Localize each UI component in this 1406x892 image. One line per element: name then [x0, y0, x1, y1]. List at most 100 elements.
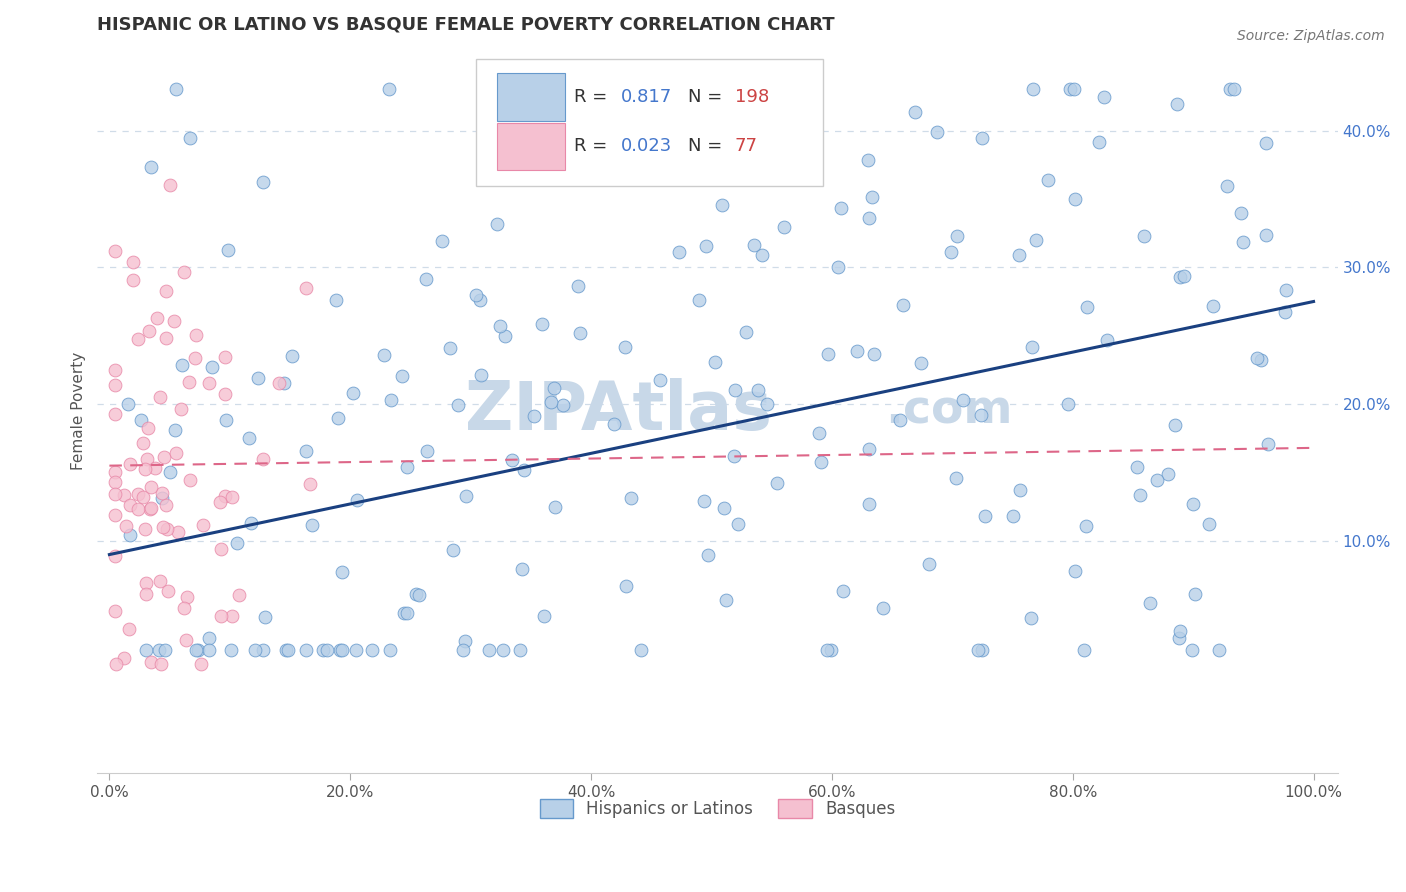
Point	[1021, 340, 1043, 354]
Point	[465, 288, 488, 302]
Point	[862, 347, 884, 361]
Point	[294, 443, 316, 458]
Text: ZIPAtlas: ZIPAtlas	[465, 378, 772, 444]
Point	[245, 643, 267, 657]
Point	[939, 244, 962, 259]
Point	[141, 161, 163, 175]
Point	[695, 238, 717, 252]
Point	[1166, 97, 1188, 112]
Point	[1019, 611, 1042, 625]
Point	[139, 500, 162, 515]
Point	[330, 643, 353, 657]
Point	[1164, 417, 1187, 432]
Point	[595, 171, 617, 186]
Point	[193, 518, 215, 533]
Point	[380, 643, 402, 657]
Point	[1025, 233, 1047, 247]
Point	[267, 376, 290, 390]
FancyBboxPatch shape	[475, 60, 823, 186]
Point	[494, 82, 516, 96]
Point	[121, 255, 143, 269]
Point	[1198, 517, 1220, 532]
Point	[104, 604, 127, 618]
Point	[159, 178, 181, 193]
Point	[316, 643, 339, 657]
Point	[1184, 586, 1206, 600]
Point	[723, 449, 745, 463]
Point	[970, 408, 993, 422]
Point	[1074, 519, 1097, 533]
Point	[395, 606, 418, 620]
Point	[201, 359, 224, 374]
Point	[453, 643, 475, 657]
Point	[134, 522, 156, 536]
Point	[446, 398, 468, 412]
Point	[714, 593, 737, 607]
Point	[817, 347, 839, 361]
Point	[136, 421, 159, 435]
Y-axis label: Female Poverty: Female Poverty	[72, 351, 86, 470]
Point	[330, 566, 353, 580]
Point	[176, 590, 198, 604]
Point	[139, 656, 162, 670]
Point	[697, 548, 720, 562]
Point	[252, 643, 274, 657]
Point	[1002, 509, 1025, 524]
Point	[177, 375, 200, 389]
Text: 0.817: 0.817	[621, 88, 672, 106]
Point	[118, 499, 141, 513]
Point	[396, 459, 419, 474]
Point	[772, 220, 794, 235]
Point	[214, 350, 236, 364]
Point	[156, 522, 179, 536]
Point	[104, 244, 127, 258]
Point	[485, 217, 508, 231]
Point	[392, 606, 415, 620]
Point	[832, 583, 855, 598]
Point	[717, 106, 740, 120]
Point	[648, 373, 671, 387]
Text: 0.023: 0.023	[621, 137, 672, 155]
Point	[1063, 82, 1085, 96]
Point	[104, 377, 127, 392]
Point	[408, 588, 430, 602]
Point	[1168, 270, 1191, 285]
Point	[815, 643, 838, 657]
Point	[104, 475, 127, 490]
Point	[225, 536, 247, 550]
Point	[361, 643, 384, 657]
Point	[120, 457, 142, 471]
FancyBboxPatch shape	[496, 73, 565, 120]
Point	[946, 228, 969, 243]
Point	[405, 587, 427, 601]
Point	[377, 82, 399, 96]
Point	[198, 643, 221, 657]
Point	[391, 368, 413, 383]
Point	[858, 442, 880, 456]
FancyBboxPatch shape	[496, 123, 565, 169]
Point	[190, 657, 212, 671]
Point	[567, 279, 589, 293]
Point	[1036, 173, 1059, 187]
Point	[163, 314, 186, 328]
Point	[247, 370, 270, 384]
Point	[510, 562, 533, 576]
Point	[439, 341, 461, 355]
Point	[131, 490, 153, 504]
Point	[1095, 334, 1118, 348]
Point	[153, 643, 176, 657]
Point	[614, 340, 637, 354]
Point	[273, 376, 295, 391]
Point	[1126, 460, 1149, 475]
Point	[294, 643, 316, 657]
Point	[139, 480, 162, 494]
Text: 198: 198	[735, 88, 769, 106]
Point	[104, 486, 127, 500]
Point	[136, 452, 159, 467]
Point	[301, 517, 323, 532]
Point	[112, 488, 135, 502]
Point	[1076, 300, 1098, 314]
Point	[478, 643, 501, 657]
Point	[904, 104, 927, 119]
Text: N =: N =	[688, 137, 728, 155]
